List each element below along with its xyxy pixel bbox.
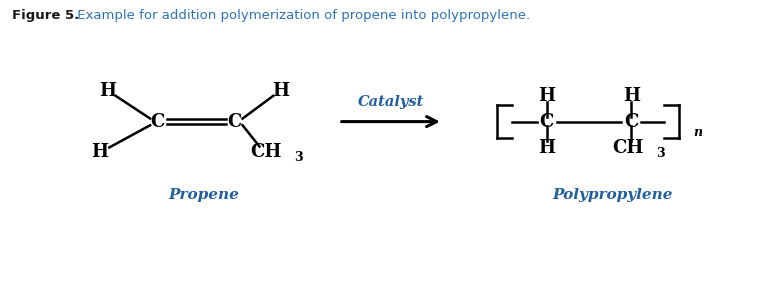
Text: CH: CH — [612, 139, 643, 157]
Text: H: H — [623, 87, 640, 105]
Text: H: H — [99, 82, 116, 100]
Text: 3: 3 — [293, 151, 303, 164]
Text: 3: 3 — [656, 147, 665, 160]
Text: Catalyst: Catalyst — [357, 95, 424, 109]
Text: H: H — [273, 82, 290, 100]
Text: Example for addition polymerization of propene into polypropylene.: Example for addition polymerization of p… — [73, 9, 531, 22]
Text: CH: CH — [250, 143, 281, 161]
Text: n: n — [693, 126, 702, 139]
Text: H: H — [538, 87, 555, 105]
Text: C: C — [624, 112, 638, 131]
Text: H: H — [538, 139, 555, 157]
Text: C: C — [540, 112, 554, 131]
Text: Propene: Propene — [169, 188, 239, 202]
Text: Polypropylene: Polypropylene — [552, 188, 672, 202]
Text: Figure 5.: Figure 5. — [12, 9, 79, 22]
Text: C: C — [151, 112, 165, 131]
Text: H: H — [92, 143, 109, 161]
Text: C: C — [228, 112, 242, 131]
